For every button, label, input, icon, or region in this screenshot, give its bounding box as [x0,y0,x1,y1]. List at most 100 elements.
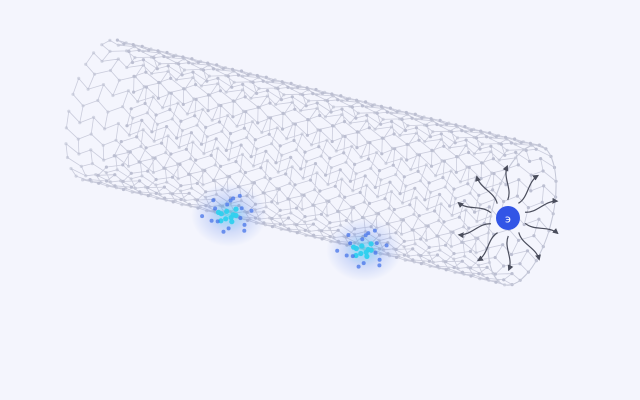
lattice-atom [338,168,342,172]
lattice-atom [211,67,216,71]
lattice-atom [441,176,445,180]
lattice-atom [199,67,203,71]
hotspot-atom [225,202,230,207]
lattice-atom [96,173,100,177]
lattice-atom [443,185,447,189]
lattice-atom [353,162,357,166]
lattice-atom [297,230,302,234]
lattice-atom [330,139,334,144]
lattice-atom [286,216,291,220]
hotspot-atom [249,208,254,213]
lattice-atom [284,172,288,176]
hotspot-atom [213,206,218,211]
lattice-atom [213,163,217,167]
lattice-atom [259,166,263,170]
lattice-atom [116,57,120,61]
lattice-atom [398,133,402,137]
lattice-atom [424,238,428,242]
lattice-atom [439,132,443,136]
lattice-atom [111,93,115,98]
lattice-atom [69,166,73,171]
hotspot-atom [361,261,366,266]
lattice-atom [133,186,137,190]
lattice-atom [216,76,220,80]
lattice-atom [224,148,228,152]
lattice-atom [287,197,291,201]
lattice-atom [129,171,133,175]
lattice-atom [468,249,472,253]
lattice-atom [416,169,420,173]
lattice-atom [299,109,303,113]
lattice-atom [274,102,278,107]
lattice-atom [217,120,222,124]
lattice-atom [282,82,286,86]
lattice-atom [438,248,442,252]
lattice-atom [273,78,277,82]
lattice-atom [366,140,370,144]
lattice-atom [210,118,214,122]
lattice-atom [502,278,506,282]
lattice-atom [438,118,442,122]
lattice-atom [328,156,332,160]
lattice-atom [454,170,458,174]
lattice-atom [448,204,452,208]
lattice-atom [452,257,456,261]
lattice-atom [399,157,403,161]
lattice-atom [190,57,194,61]
lattice-atom [366,157,371,161]
lattice-atom [278,144,282,148]
lattice-atom [406,124,410,128]
lattice-atom [331,105,336,109]
lattice-atom [440,159,444,163]
lattice-atom [389,189,394,194]
lattice-atom [513,137,517,141]
lattice-atom [113,173,117,177]
lattice-atom [199,59,203,64]
lattice-atom [365,183,369,187]
lattice-atom [437,219,441,223]
lattice-atom [270,200,274,204]
lattice-atom [188,173,192,177]
lattice-atom [349,205,353,209]
lattice-atom [504,183,508,187]
lattice-atom [455,125,459,129]
hotspot-atom [233,212,239,219]
lattice-atom [275,126,279,130]
lattice-atom [400,232,404,236]
lattice-atom [114,138,118,142]
lattice-atom [307,229,311,233]
lattice-atom [168,108,172,112]
lattice-atom [236,73,240,77]
lattice-atom [240,88,245,92]
lattice-atom [244,110,248,114]
lattice-atom [241,109,245,113]
lattice-atom [79,164,83,168]
hotspot-atom [218,218,224,224]
lattice-atom [207,63,211,67]
lattice-atom [125,124,129,128]
lattice-atom [233,99,237,103]
lattice-atom [217,103,221,107]
lattice-atom [81,178,85,182]
lattice-atom [298,92,302,96]
lattice-atom [449,230,453,234]
lattice-atom [224,74,228,78]
lattice-atom [154,191,158,195]
lattice-atom [84,62,88,66]
lattice-atom [326,99,330,103]
lattice-atom [214,137,218,141]
lattice-atom [74,174,78,178]
lattice-atom [438,192,442,197]
lattice-atom [472,152,476,156]
lattice-atom [191,140,195,144]
lattice-atom [471,273,475,277]
lattice-atom [77,76,81,80]
lattice-atom [199,84,203,88]
lattice-atom [257,86,261,91]
lattice-atom [439,202,443,206]
lattice-atom [322,236,326,240]
lattice-atom [290,100,294,104]
lattice-atom [468,191,472,195]
lattice-atom [165,50,169,55]
lattice-atom [452,265,456,270]
